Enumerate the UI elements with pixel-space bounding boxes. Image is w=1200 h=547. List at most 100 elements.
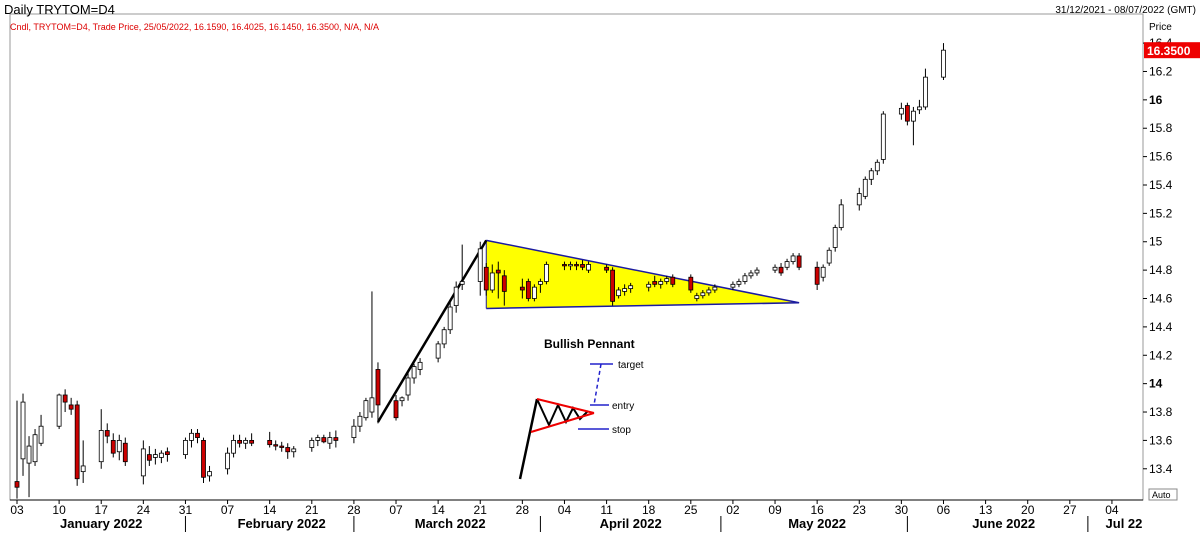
x-tick-label: 18: [642, 503, 656, 517]
candle-up: [56, 394, 62, 427]
month-label: March 2022: [415, 516, 486, 531]
candle-up: [140, 448, 146, 477]
month-label: January 2022: [60, 516, 142, 531]
annotation-upper-line: [536, 398, 595, 414]
candle-down: [652, 281, 658, 285]
flagpole-line: [376, 239, 488, 423]
x-tick-label: 13: [979, 503, 993, 517]
last-price-label: 16.3500: [1147, 44, 1191, 58]
candle-down: [321, 437, 327, 443]
candle-up: [868, 170, 874, 180]
candle-down: [778, 266, 784, 274]
x-tick-label: 28: [347, 503, 361, 517]
candle-up: [369, 397, 375, 413]
candle-up: [351, 425, 357, 438]
last-price-box: [1144, 42, 1200, 59]
candle-up: [544, 264, 549, 282]
candle-up: [538, 281, 543, 285]
candle-up: [730, 283, 736, 288]
y-tick-label: 15: [1149, 235, 1163, 249]
auto-scale-box: [1148, 488, 1178, 501]
candle-up: [453, 286, 459, 307]
candle-up: [327, 437, 333, 444]
annotation-zigzag: [536, 398, 589, 428]
candle-down: [267, 440, 273, 446]
y-tick-label: 14.8: [1149, 263, 1173, 277]
y-tick-label: 14: [1149, 377, 1163, 391]
x-tick-label: 10: [52, 503, 66, 517]
candle-down: [519, 286, 525, 291]
candle-up: [700, 292, 706, 297]
candle-up: [20, 401, 26, 460]
candle-up: [742, 275, 748, 282]
candle-up: [911, 110, 916, 122]
candle-down: [670, 276, 676, 285]
candle-up: [98, 430, 104, 463]
candle-up: [568, 264, 573, 267]
x-tick-label: 06: [937, 503, 951, 517]
candle-down: [146, 454, 152, 461]
candle-up: [941, 49, 946, 78]
candle-up: [664, 278, 670, 282]
x-tick-label: 25: [684, 503, 698, 517]
y-tick-label: 13.8: [1149, 405, 1173, 419]
candle-up: [736, 281, 742, 285]
candle-down: [796, 255, 802, 268]
pennant-upper-line: [486, 239, 800, 304]
candle-up: [820, 266, 826, 278]
candle-up: [616, 289, 622, 297]
y-tick-label: 16: [1149, 93, 1163, 107]
month-label: June 2022: [972, 516, 1035, 531]
y-tick-label: 14.2: [1149, 348, 1173, 362]
candle-down: [604, 266, 609, 271]
x-tick-label: 21: [474, 503, 488, 517]
chart-title: Daily TRYTOM=D4: [4, 2, 115, 17]
candle-down: [165, 451, 170, 455]
x-tick-label: 17: [95, 503, 109, 517]
candle-up: [706, 289, 712, 294]
candle-up: [826, 249, 832, 264]
x-tick-label: 07: [389, 503, 403, 517]
candle-up: [158, 452, 164, 458]
candle-up: [26, 445, 32, 464]
candle-up: [856, 193, 862, 206]
y-tick-label: 16.2: [1149, 64, 1173, 78]
candle-up: [207, 471, 212, 477]
candle-down: [501, 275, 507, 292]
candle-up: [784, 261, 790, 268]
candle-down: [273, 444, 279, 447]
x-tick-label: 07: [221, 503, 235, 517]
date-range: 31/12/2021 - 08/07/2022 (GMT): [1055, 5, 1196, 16]
annotation-title: Bullish Pennant: [544, 337, 635, 351]
candle-down: [201, 440, 206, 478]
candlestick-series: [14, 43, 946, 499]
x-tick-label: 03: [10, 503, 24, 517]
candle-up: [417, 361, 423, 370]
candle-up: [748, 272, 754, 277]
candle-down: [195, 432, 200, 438]
candle-down: [562, 264, 567, 267]
candle-up: [712, 286, 718, 291]
x-tick-label: 21: [305, 503, 319, 517]
candle-up: [80, 465, 86, 473]
candle-down: [393, 400, 399, 419]
candle-down: [14, 481, 20, 488]
candle-up: [152, 454, 158, 458]
y-tick-label: 14.4: [1149, 320, 1173, 334]
x-tick-label: 27: [1063, 503, 1077, 517]
series-legend: Cndl, TRYTOM=D4, Trade Price, 25/05/2022…: [10, 22, 379, 32]
candle-down: [483, 266, 489, 291]
candle-up: [772, 266, 778, 271]
candle-down: [904, 105, 910, 122]
x-tick-label: 04: [1105, 503, 1119, 517]
candle-up: [411, 366, 417, 379]
x-tick-label: 23: [853, 503, 867, 517]
pennant-pattern: [376, 239, 800, 423]
candle-up: [862, 178, 868, 197]
candle-up: [694, 295, 700, 299]
x-tick-label: 04: [558, 503, 572, 517]
x-tick-label: 02: [726, 503, 740, 517]
candle-up: [923, 76, 928, 108]
annotation-target-label: target: [618, 360, 644, 371]
